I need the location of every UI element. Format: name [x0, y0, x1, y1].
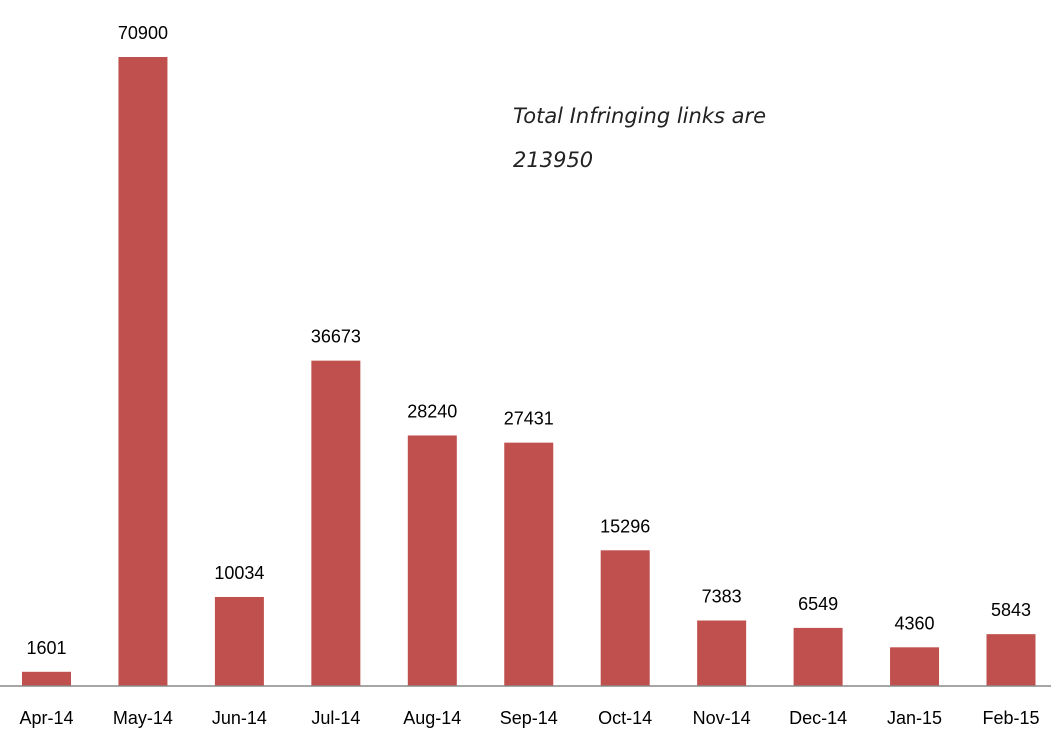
data-label: 15296 [600, 516, 650, 536]
bar [214, 596, 264, 686]
bar [986, 634, 1036, 686]
bar [118, 57, 168, 686]
data-label: 6549 [798, 594, 838, 614]
x-tick-label: Nov-14 [693, 708, 751, 728]
data-label: 10034 [214, 563, 264, 583]
x-tick-label: Jul-14 [311, 708, 360, 728]
data-label: 7383 [702, 587, 742, 607]
x-tick-label: Aug-14 [403, 708, 461, 728]
bar [890, 647, 940, 686]
x-tick-label: Dec-14 [789, 708, 847, 728]
bar [697, 620, 747, 686]
data-label: 36673 [311, 327, 361, 347]
bar [600, 550, 650, 686]
data-label: 27431 [504, 409, 554, 429]
bar [311, 360, 361, 686]
bar [504, 442, 554, 686]
x-tick-label: Feb-15 [982, 708, 1039, 728]
bar [22, 671, 71, 686]
x-tick-label: Apr-14 [19, 708, 73, 728]
x-tick-label: Sep-14 [500, 708, 558, 728]
data-label: 28240 [407, 401, 457, 421]
bar [407, 435, 457, 686]
annotation: Total Infringing links are [513, 104, 766, 128]
x-tick-label: Oct-14 [598, 708, 652, 728]
bar [793, 627, 843, 686]
data-label: 5843 [991, 600, 1031, 620]
data-label: 70900 [118, 23, 168, 43]
data-label: 4360 [895, 613, 935, 633]
data-label: 1601 [26, 638, 66, 658]
annotation: 213950 [513, 148, 593, 172]
x-tick-label: Jun-14 [212, 708, 267, 728]
x-tick-label: May-14 [113, 708, 173, 728]
x-tick-label: Jan-15 [887, 708, 942, 728]
